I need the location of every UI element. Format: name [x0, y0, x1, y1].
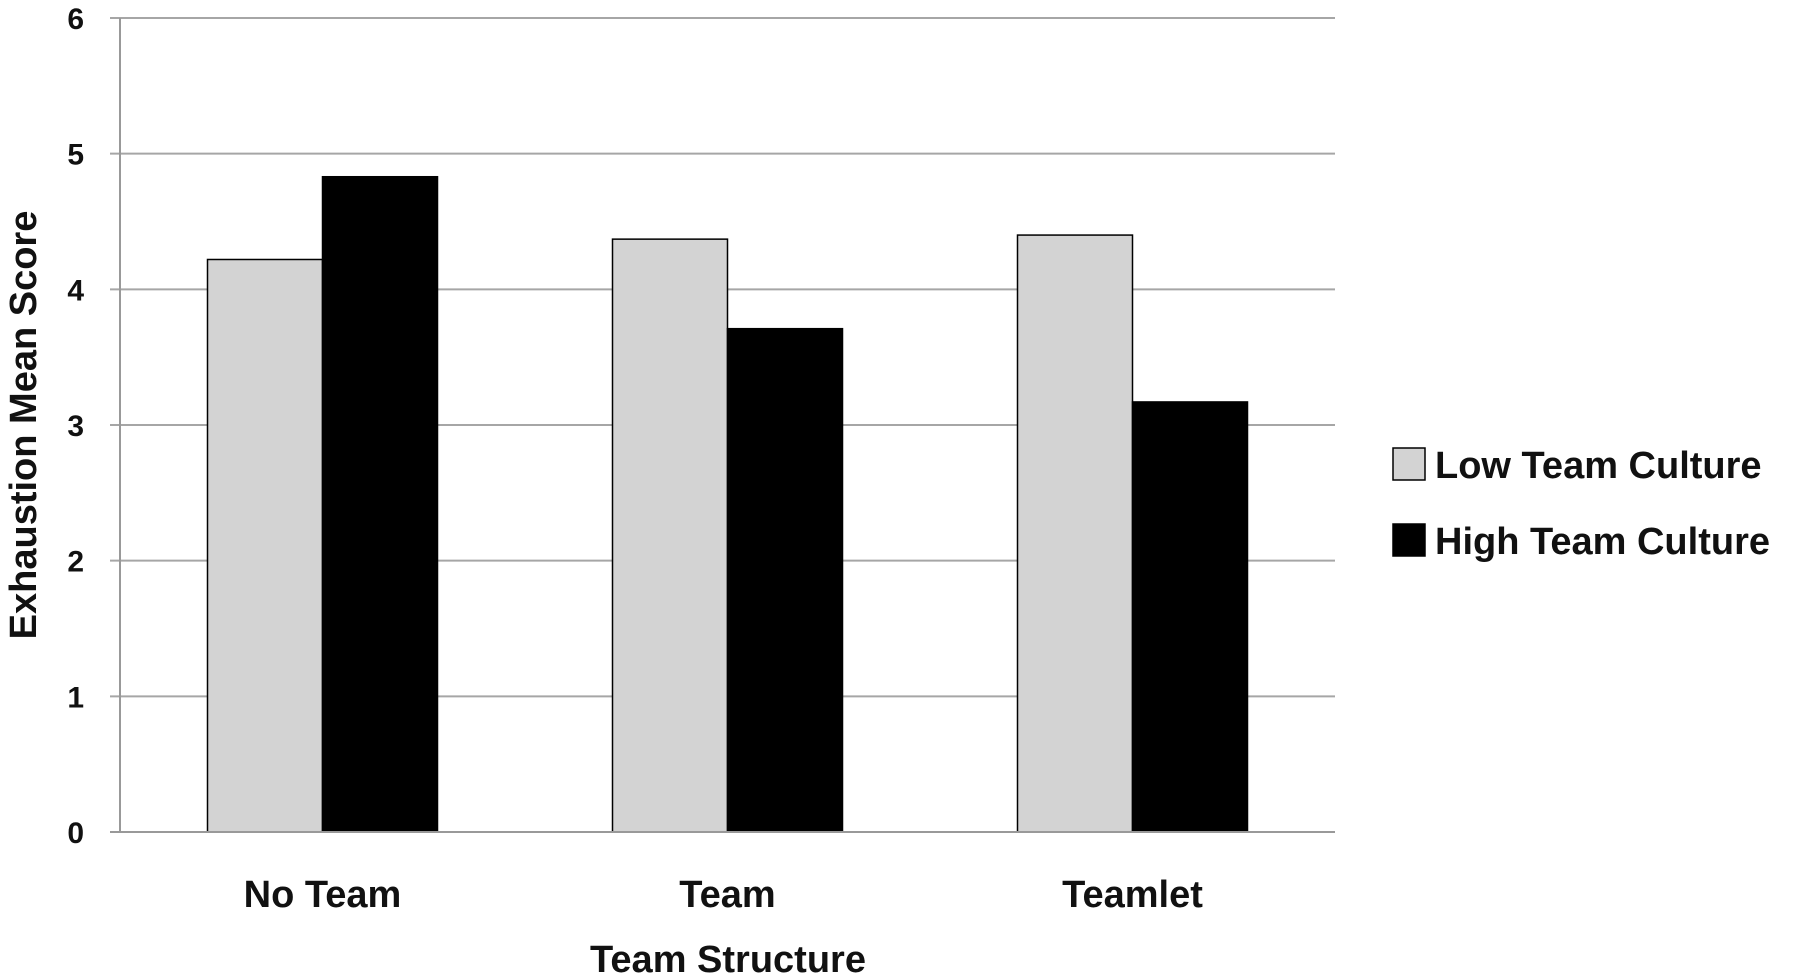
bar-high-team-culture-teamlet [1131, 401, 1249, 833]
y-tick-label: 6 [67, 3, 84, 36]
legend: Low Team Culture High Team Culture [1392, 445, 1770, 563]
x-category-label: Teamlet [1062, 874, 1203, 916]
x-category-label: Team [679, 874, 775, 916]
y-tick-label: 4 [67, 274, 84, 307]
y-tick-label: 2 [67, 546, 84, 579]
y-axis-ticks: 0 1 2 3 4 5 6 [67, 3, 84, 850]
legend-label: High Team Culture [1435, 521, 1770, 563]
x-axis-categories: No Team Team Teamlet [244, 874, 1204, 916]
y-tick-label: 5 [67, 139, 84, 172]
bar-low-team-culture-no-team [206, 258, 324, 833]
y-axis-label: Exhaustion Mean Score [3, 211, 45, 640]
x-axis-label: Team Structure [590, 939, 866, 980]
x-category-label: No Team [244, 874, 402, 916]
bars [206, 175, 1249, 833]
legend-swatch [1392, 447, 1426, 481]
legend-label: Low Team Culture [1435, 445, 1762, 487]
bar-low-team-culture-team [611, 238, 729, 833]
bar-low-team-culture-teamlet [1016, 234, 1134, 833]
bar-high-team-culture-team [726, 327, 844, 833]
y-tick-label: 0 [67, 817, 84, 850]
y-tick-label: 3 [67, 410, 84, 443]
legend-swatch [1392, 523, 1426, 557]
y-tick-label: 1 [67, 681, 84, 714]
bar-high-team-culture-no-team [321, 175, 439, 833]
